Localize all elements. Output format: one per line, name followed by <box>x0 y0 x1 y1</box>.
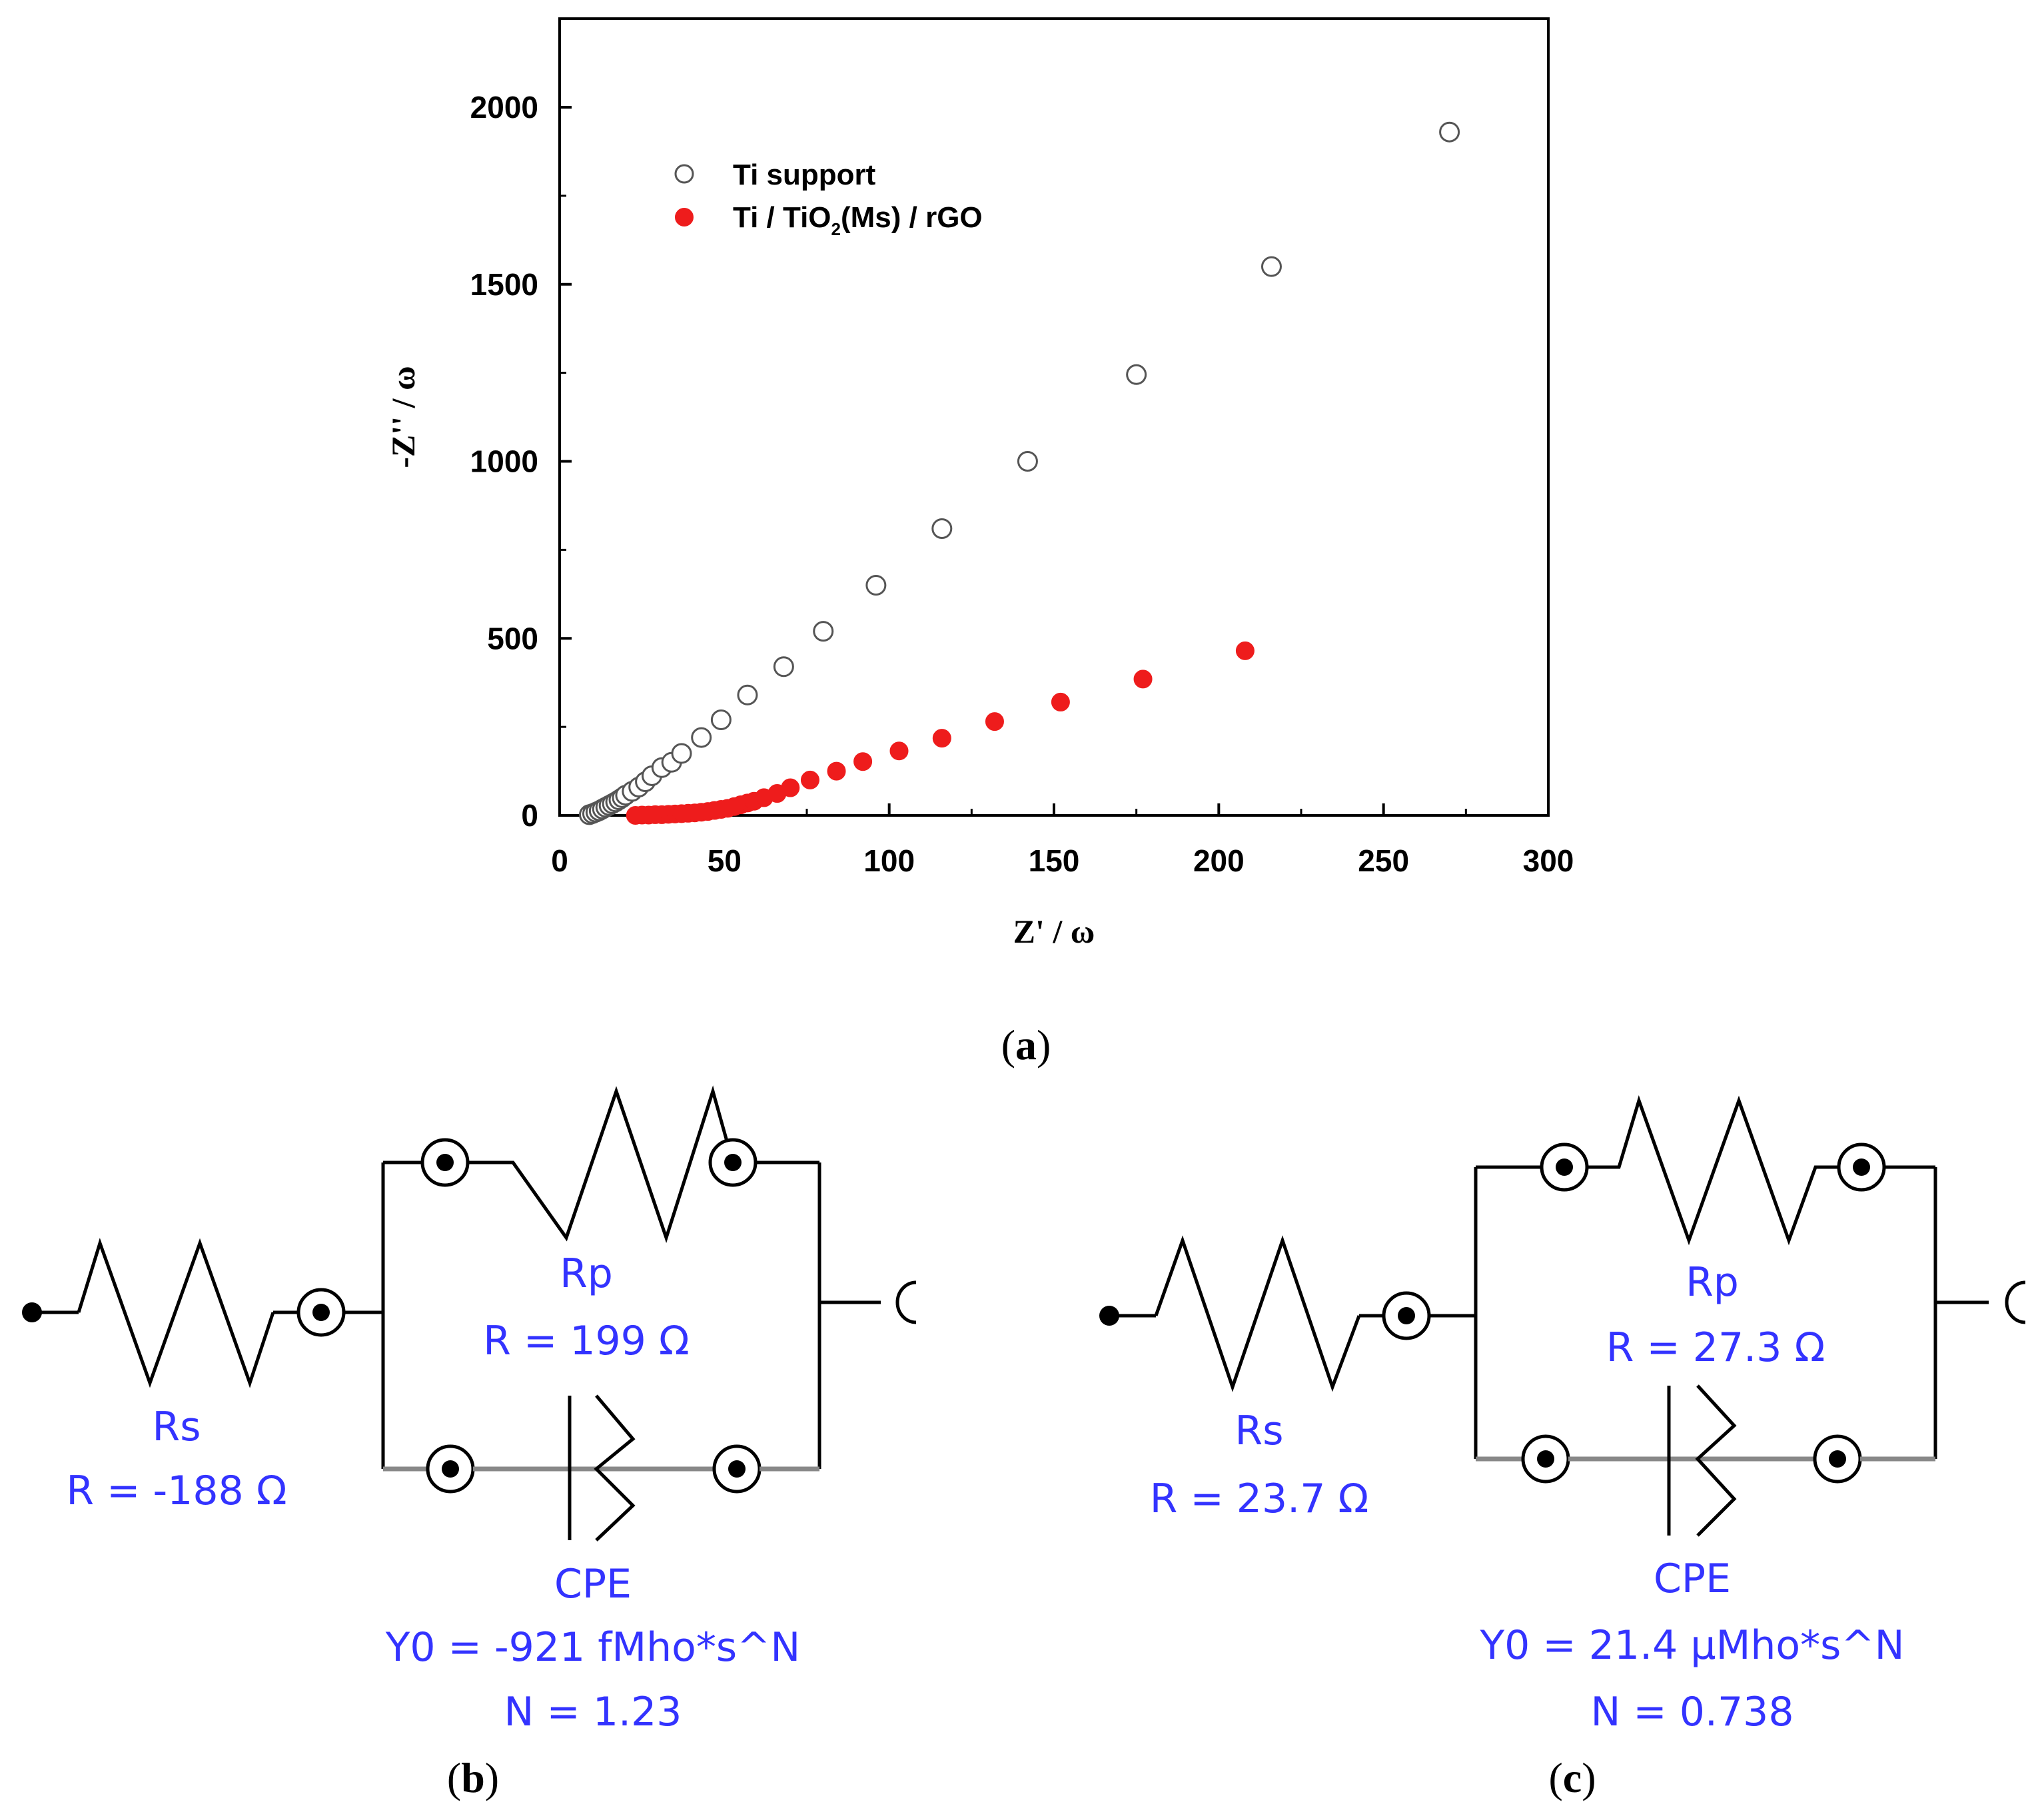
circuit-c-rp-resistor <box>1587 1095 1839 1246</box>
legend-label-subscript: 2 <box>831 219 841 239</box>
ti-support-point <box>1439 121 1460 143</box>
panel-a-close: ) <box>1037 1021 1051 1069</box>
circuit-c-rp-name: Rp <box>1686 1259 1739 1306</box>
ti-tio2-rgo-point <box>800 770 819 789</box>
y-axis-ticks: 0 500 1000 1500 2000 <box>470 17 572 833</box>
ti-support-point <box>813 621 834 642</box>
series-layer <box>579 121 1460 825</box>
circuit-b-rs-value: R = -188 Ω <box>66 1468 286 1514</box>
circuit-c-rp-value: R = 27.3 Ω <box>1606 1324 1825 1371</box>
ti-tio2-rgo-point <box>1051 692 1070 711</box>
x-axis-ticks: 0 50 100 150 200 250 300 <box>551 803 1574 878</box>
circuit-c-node-rp-right <box>1837 1142 1886 1192</box>
circuit-b: Rp R = 199 Ω Rs R = -188 Ω CPE Y0 = -921… <box>22 1085 917 1735</box>
circuit-b-node-cpe-right <box>712 1444 762 1494</box>
circuit-b-node-rp-right <box>708 1138 758 1187</box>
circuit-b-node-rp-left <box>420 1138 470 1187</box>
panel-a-letter: a <box>1015 1021 1037 1069</box>
panel-label-a: (a) <box>1001 1021 1051 1069</box>
legend-marker-ti-support <box>674 164 694 184</box>
x-tick-label: 100 <box>863 843 915 878</box>
circuit-c-rs-name: Rs <box>1235 1408 1284 1454</box>
x-axis-title: Z' / ω <box>1013 913 1095 950</box>
circuit-c-node-rp-left <box>1540 1142 1589 1192</box>
ti-support-point <box>1126 364 1147 385</box>
ti-tio2-rgo-point <box>985 712 1004 731</box>
panel-b-open: ( <box>447 1754 461 1801</box>
x-tick-label: 250 <box>1358 843 1409 878</box>
y-tick-label: 1000 <box>470 444 538 479</box>
ti-support-point <box>1017 451 1038 472</box>
panel-label-c: (c) <box>1548 1754 1596 1801</box>
x-tick-label: 0 <box>551 843 568 878</box>
circuit-c-cpe-y0: Y0 = 21.4 μMho*s^N <box>1479 1622 1904 1669</box>
y-tick-label: 500 <box>487 621 538 656</box>
circuit-b-cpe-element <box>568 1394 636 1542</box>
ti-support-point <box>691 727 712 748</box>
ti-support-point <box>671 743 692 764</box>
ti-tio2-rgo-point <box>781 778 800 797</box>
circuit-b-cpe-y0: Y0 = -921 fMho*s^N <box>385 1624 801 1671</box>
legend-label-main: Ti / TiO <box>733 201 831 234</box>
ti-support-point <box>773 656 794 678</box>
circuit-c: Rp R = 27.3 Ω Rs R = 23.7 Ω CPE Y0 = 21.… <box>1099 1095 2026 1735</box>
ti-tio2-rgo-point <box>853 752 873 771</box>
circuit-b-rs-name: Rs <box>153 1404 201 1450</box>
ti-tio2-rgo-point <box>827 761 846 781</box>
circuit-b-rp-name: Rp <box>560 1250 613 1297</box>
ti-tio2-rgo-point <box>889 741 909 761</box>
ti-support-point <box>710 709 732 730</box>
circuit-c-output-terminal <box>2005 1280 2026 1324</box>
nyquist-chart: 0 50 100 150 200 250 300 0 500 1000 1500 2000 Z' /… <box>384 17 1574 950</box>
x-tick-label: 200 <box>1193 843 1245 878</box>
ti-tio2-rgo-point <box>932 729 951 748</box>
circuit-b-rp-resistor <box>468 1085 735 1243</box>
circuit-b-node-cpe-left <box>426 1444 475 1494</box>
circuit-b-cpe-n: N = 1.23 <box>504 1689 682 1735</box>
circuit-c-cpe-n: N = 0.738 <box>1590 1689 1793 1735</box>
legend-label-ti-tio2-rgo: Ti / TiO2(Ms) / rGO <box>733 201 983 239</box>
panel-b-letter: b <box>461 1754 485 1801</box>
legend-marker-ti-tio2-rgo <box>675 208 694 227</box>
x-tick-label: 150 <box>1029 843 1080 878</box>
y-axis-title: -Z'' / ω <box>384 366 422 468</box>
ti-tio2-rgo-point <box>1133 670 1153 689</box>
panel-c-close: ) <box>1582 1754 1596 1801</box>
legend-label-rest: (Ms) / rGO <box>841 201 983 234</box>
circuit-b-cpe-name: CPE <box>554 1561 632 1607</box>
legend: Ti support Ti / TiO2(Ms) / rGO <box>674 159 983 239</box>
panel-label-b: (b) <box>447 1754 499 1801</box>
panel-c-open: ( <box>1548 1754 1562 1801</box>
circuit-b-node-1 <box>296 1288 346 1337</box>
ti-support-point <box>1261 256 1282 277</box>
ti-support-point <box>931 518 953 539</box>
circuit-c-node-cpe-right <box>1813 1434 1862 1484</box>
circuit-c-rs-resistor <box>1154 1235 1361 1392</box>
x-tick-label: 300 <box>1523 843 1574 878</box>
ti-tio2-rgo-point <box>1235 641 1255 660</box>
circuit-c-cpe-element <box>1667 1384 1737 1537</box>
panel-a-open: ( <box>1001 1021 1015 1069</box>
circuit-b-rp-value: R = 199 Ω <box>483 1318 690 1364</box>
circuit-c-node-1 <box>1382 1291 1431 1340</box>
y-tick-label: 1500 <box>470 267 538 302</box>
legend-label-ti-support: Ti support <box>733 159 876 191</box>
circuit-c-node-cpe-left <box>1521 1434 1570 1484</box>
circuit-b-rs-resistor <box>77 1238 275 1388</box>
y-tick-label: 0 <box>521 798 538 833</box>
panel-c-letter: c <box>1563 1754 1582 1801</box>
panel-b-close: ) <box>485 1754 499 1801</box>
circuit-b-output-terminal <box>895 1280 917 1324</box>
circuit-c-rs-value: R = 23.7 Ω <box>1150 1476 1369 1522</box>
ti-support-point <box>737 684 758 705</box>
x-tick-label: 50 <box>708 843 742 878</box>
circuit-c-cpe-name: CPE <box>1654 1556 1731 1602</box>
ti-support-point <box>865 575 887 596</box>
y-tick-label: 2000 <box>470 90 538 125</box>
